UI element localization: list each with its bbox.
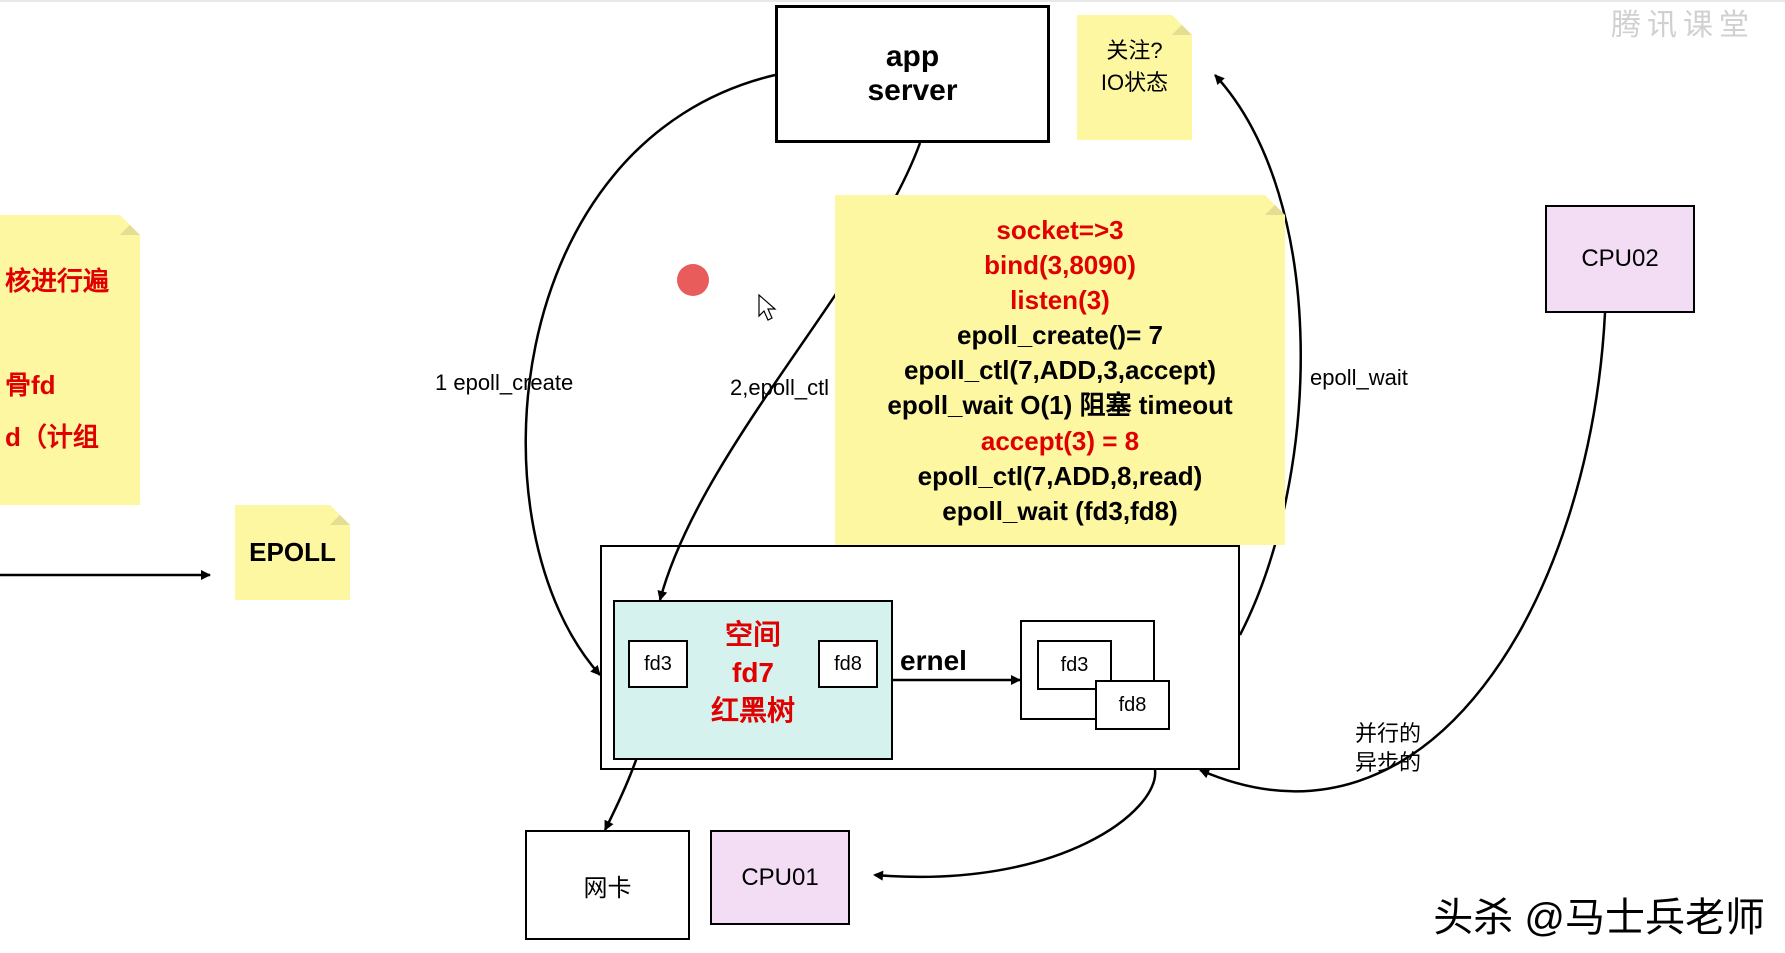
kernel-label: ernel: [900, 645, 967, 677]
fd3-box: fd3: [628, 640, 688, 688]
code-line: listen(3): [845, 283, 1275, 318]
top-separator: [0, 0, 1785, 2]
cpu02-text: CPU02: [1581, 245, 1658, 273]
code-line: epoll_create()= 7: [845, 318, 1275, 353]
label-epoll-ctl: 2,epoll_ctl: [730, 375, 829, 401]
note-left-line3: d（计组: [5, 422, 99, 452]
cursor-icon: [758, 294, 778, 322]
netcard-text: 网卡: [584, 868, 632, 903]
watermark: 头杀 @马士兵老师: [1433, 885, 1765, 943]
cpu01-box: CPU01: [710, 830, 850, 925]
label-parallel: 并行的 异步的: [1355, 720, 1421, 777]
label-parallel-line2: 异步的: [1355, 750, 1421, 775]
fd8-text: fd8: [834, 653, 862, 676]
code-line: accept(3) = 8: [845, 424, 1275, 459]
code-line: socket=>3: [845, 213, 1275, 248]
app-server-box: app server: [775, 5, 1050, 143]
note-left-line2: 骨fd: [5, 370, 56, 400]
label-parallel-line1: 并行的: [1355, 721, 1421, 746]
note-left: 核进行遍 骨fd d（计组: [0, 215, 140, 505]
teal-line1: 空间: [725, 619, 781, 650]
code-line: epoll_wait (fd3,fd8): [845, 494, 1275, 529]
fd3-text: fd3: [644, 653, 672, 676]
note-epoll-text: EPOLL: [249, 537, 336, 568]
pointer-dot-icon: [677, 264, 709, 296]
fd8-box: fd8: [818, 640, 878, 688]
cpu01-text: CPU01: [741, 864, 818, 892]
stack-fd3-text: fd3: [1061, 654, 1089, 677]
code-line: epoll_wait O(1) 阻塞 timeout: [845, 388, 1275, 423]
note-attention: 关注? IO状态: [1077, 15, 1192, 140]
code-line: epoll_ctl(7,ADD,3,accept): [845, 353, 1275, 388]
teal-line2: fd7: [732, 657, 774, 688]
note-attention-line2: IO状态: [1101, 70, 1168, 95]
stack-fd8-text: fd8: [1119, 694, 1147, 717]
stack-fd8: fd8: [1095, 680, 1170, 730]
edge-cpu01-to-kernel: [875, 770, 1155, 877]
code-line: epoll_ctl(7,ADD,8,read): [845, 459, 1275, 494]
teal-line3: 红黑树: [711, 695, 795, 726]
note-attention-line1: 关注?: [1106, 38, 1162, 63]
top-right-faded-text: 腾讯课堂: [1611, 0, 1755, 44]
app-server-line2: server: [867, 74, 957, 107]
code-lines-container: socket=>3bind(3,8090)listen(3)epoll_crea…: [845, 213, 1275, 529]
note-code: socket=>3bind(3,8090)listen(3)epoll_crea…: [835, 195, 1285, 545]
note-left-line1: 核进行遍: [5, 266, 109, 296]
note-epoll: EPOLL: [235, 505, 350, 600]
label-epoll-create: 1 epoll_create: [435, 370, 573, 396]
label-epoll-wait: epoll_wait: [1310, 365, 1408, 391]
netcard-box: 网卡: [525, 830, 690, 940]
code-line: bind(3,8090): [845, 248, 1275, 283]
cpu02-box: CPU02: [1545, 205, 1695, 313]
app-server-line1: app: [886, 40, 939, 73]
